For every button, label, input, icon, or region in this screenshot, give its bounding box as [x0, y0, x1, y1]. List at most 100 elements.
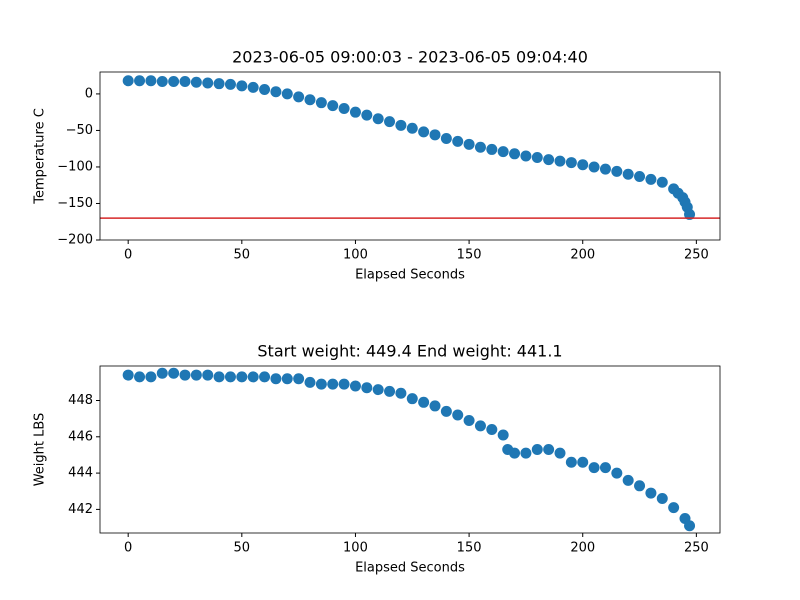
point [497, 429, 509, 441]
point [588, 161, 600, 173]
x-tick-label: 50 [234, 541, 251, 556]
point [577, 159, 589, 171]
point [645, 487, 657, 499]
points [122, 367, 696, 532]
chart-title: 2023-06-05 09:00:03 - 2023-06-05 09:04:4… [232, 48, 588, 67]
y-tick-label: 448 [68, 393, 93, 408]
point [145, 75, 157, 87]
point [554, 155, 566, 167]
point [372, 384, 384, 396]
point [259, 84, 271, 96]
point [531, 151, 543, 163]
x-tick-label: 150 [457, 541, 482, 556]
point [509, 447, 521, 459]
y-tick-label: −50 [66, 123, 93, 138]
point [463, 414, 475, 426]
point [611, 467, 623, 479]
point [281, 373, 293, 385]
point [247, 81, 259, 93]
point [122, 75, 134, 87]
point [418, 396, 430, 408]
x-axis-label: Elapsed Seconds [355, 268, 465, 283]
point [440, 405, 452, 417]
x-tick-label: 0 [124, 248, 132, 263]
point [327, 100, 339, 112]
x-tick-label: 200 [570, 248, 595, 263]
axes-frame [99, 71, 721, 241]
x-tick-label: 0 [124, 541, 132, 556]
point [156, 75, 168, 87]
point [202, 369, 214, 381]
point [145, 371, 157, 383]
point [384, 116, 396, 128]
point [134, 371, 146, 383]
point [179, 369, 191, 381]
points [122, 75, 696, 220]
point [338, 378, 350, 390]
point [372, 113, 384, 125]
point [599, 163, 611, 175]
point [452, 409, 464, 421]
point [554, 447, 566, 459]
point [156, 367, 168, 379]
point [463, 138, 475, 150]
y-axis-label: Temperature C [33, 108, 48, 205]
point [684, 520, 696, 532]
point [236, 80, 248, 92]
point [327, 378, 339, 390]
point [622, 474, 634, 486]
point [349, 380, 361, 392]
point [429, 400, 441, 412]
point [406, 122, 418, 134]
x-tick-label: 150 [457, 248, 482, 263]
point [384, 385, 396, 397]
point [281, 88, 293, 100]
y-tick-label: 446 [68, 429, 93, 444]
point [122, 369, 134, 381]
x-tick-label: 200 [570, 541, 595, 556]
point [168, 367, 180, 379]
point [224, 78, 236, 90]
point [611, 165, 623, 177]
point [202, 77, 214, 89]
point [338, 103, 350, 115]
y-axis-label: Weight LBS [33, 413, 48, 487]
point [168, 75, 180, 87]
point [520, 150, 532, 162]
point [315, 97, 327, 109]
point [474, 420, 486, 432]
point [520, 447, 532, 459]
x-tick-label: 50 [234, 248, 251, 263]
point [497, 146, 509, 158]
point [406, 393, 418, 405]
point [361, 109, 373, 121]
point [236, 371, 248, 383]
point [684, 208, 696, 220]
point [474, 141, 486, 153]
point [395, 119, 407, 131]
point [259, 371, 271, 383]
point [565, 157, 577, 169]
point [270, 86, 282, 98]
point [304, 376, 316, 388]
point [599, 462, 611, 474]
y-tick-label: 444 [68, 466, 93, 481]
point [668, 502, 680, 514]
point [315, 378, 327, 390]
point [190, 76, 202, 88]
point [440, 132, 452, 144]
axes-frame [99, 365, 721, 534]
point [656, 493, 668, 505]
point [543, 154, 555, 166]
point [224, 371, 236, 383]
point [645, 173, 657, 185]
point [134, 75, 146, 87]
y-tick-label: 0 [85, 86, 93, 101]
x-tick-label: 100 [343, 248, 368, 263]
point [531, 444, 543, 455]
point [190, 369, 202, 381]
chart-title: Start weight: 449.4 End weight: 441.1 [257, 342, 562, 361]
point [577, 456, 589, 468]
point [588, 462, 600, 474]
